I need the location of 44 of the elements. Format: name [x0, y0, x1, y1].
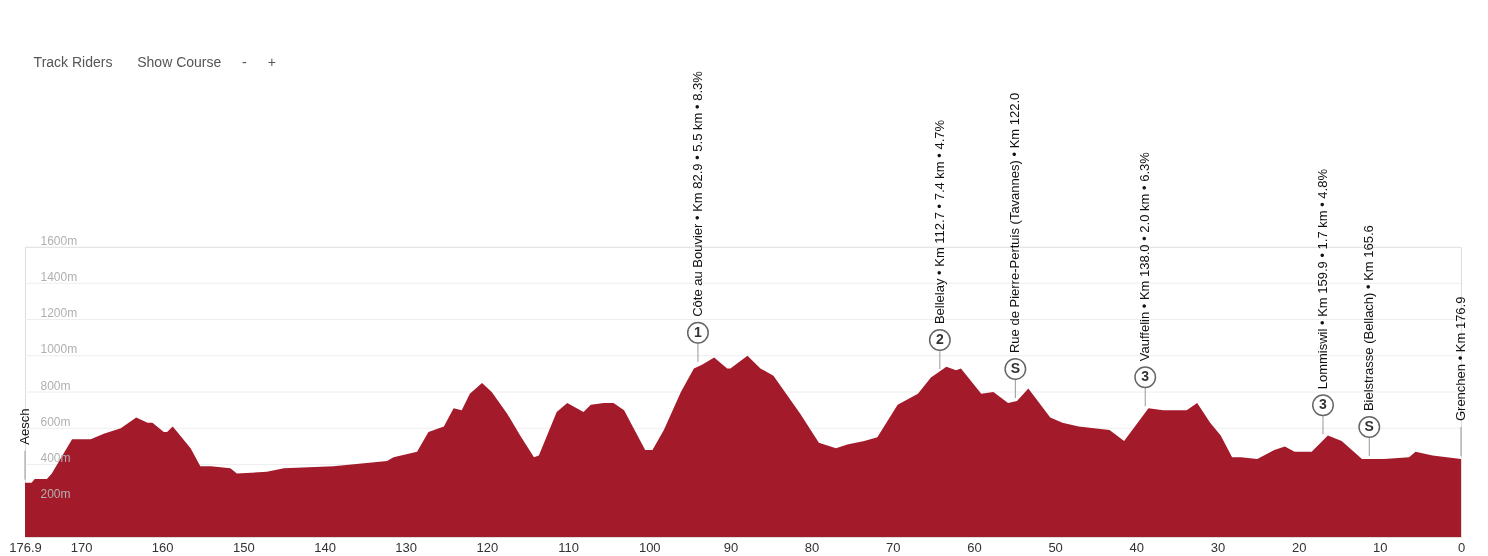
annotation: Bellelay • Km 112.7 • 7.4 km • 4.7%	[931, 119, 947, 325]
x-tick-label: 130	[395, 539, 418, 555]
y-tick-label: 800m	[40, 378, 71, 393]
y-tick-label: 600m	[40, 414, 71, 429]
x-tick-label: 30	[1210, 539, 1226, 555]
x-tick-label: 100	[638, 539, 661, 555]
annotation: Lommiswil • Km 159.9 • 1.7 km • 4.8%	[1315, 168, 1330, 390]
y-tick-label: 1200m	[40, 306, 78, 320]
y-tick-label: 1400m	[40, 269, 78, 284]
annotation: S	[1010, 360, 1021, 377]
text: Track Riders	[33, 54, 113, 70]
x-tick-label: 50	[1048, 539, 1063, 555]
annotation: Bielstrasse (Bellach) • Km 165.6	[1361, 225, 1377, 412]
x-tick-label: 150	[233, 539, 255, 555]
y-tick-label: 200m	[40, 487, 71, 502]
x-tick-label: 10	[1373, 539, 1388, 555]
annotation: 2	[935, 331, 944, 348]
x-tick-label: 60	[967, 539, 982, 555]
annotation: 3	[1319, 396, 1328, 413]
annotation: 3	[1141, 368, 1150, 385]
x-tick-label: 20	[1291, 539, 1307, 555]
x-tick-label: 0	[1457, 539, 1466, 555]
x-tick-label: 90	[723, 539, 739, 555]
annotation: Grenchen • Km 176.9	[1453, 296, 1468, 422]
text: +	[267, 54, 276, 70]
x-tick-label: 40	[1129, 539, 1145, 555]
annotation: S	[1364, 418, 1374, 435]
x-tick-label: 70	[886, 539, 901, 555]
x-tick-label: 110	[558, 539, 579, 555]
annotation: Vauffelin • Km 138.0 • 2.0 km • 6.3%	[1137, 151, 1153, 362]
y-tick-label: 1000m	[40, 342, 78, 357]
x-tick-label: 140	[314, 539, 336, 555]
x-tick-label: 80	[804, 539, 820, 555]
x-tick-label: 170	[70, 539, 93, 555]
x-tick-label: 120	[476, 539, 499, 555]
text: Show Course	[137, 54, 222, 70]
x-tick-label: 160	[151, 539, 174, 555]
x-tick-label: 176.9	[9, 539, 42, 555]
y-tick-label: 1600m	[40, 233, 78, 248]
annotation: 1	[694, 323, 703, 340]
annotation: Aesch	[17, 408, 32, 445]
annotation: Côte au Bouvier • Km 82.9 • 5.5 km • 8.3%	[689, 70, 705, 317]
annotation: Rue de Pierre-Pertuis (Tavannes) • Km 122.0	[1007, 92, 1023, 354]
text: -	[241, 54, 247, 70]
